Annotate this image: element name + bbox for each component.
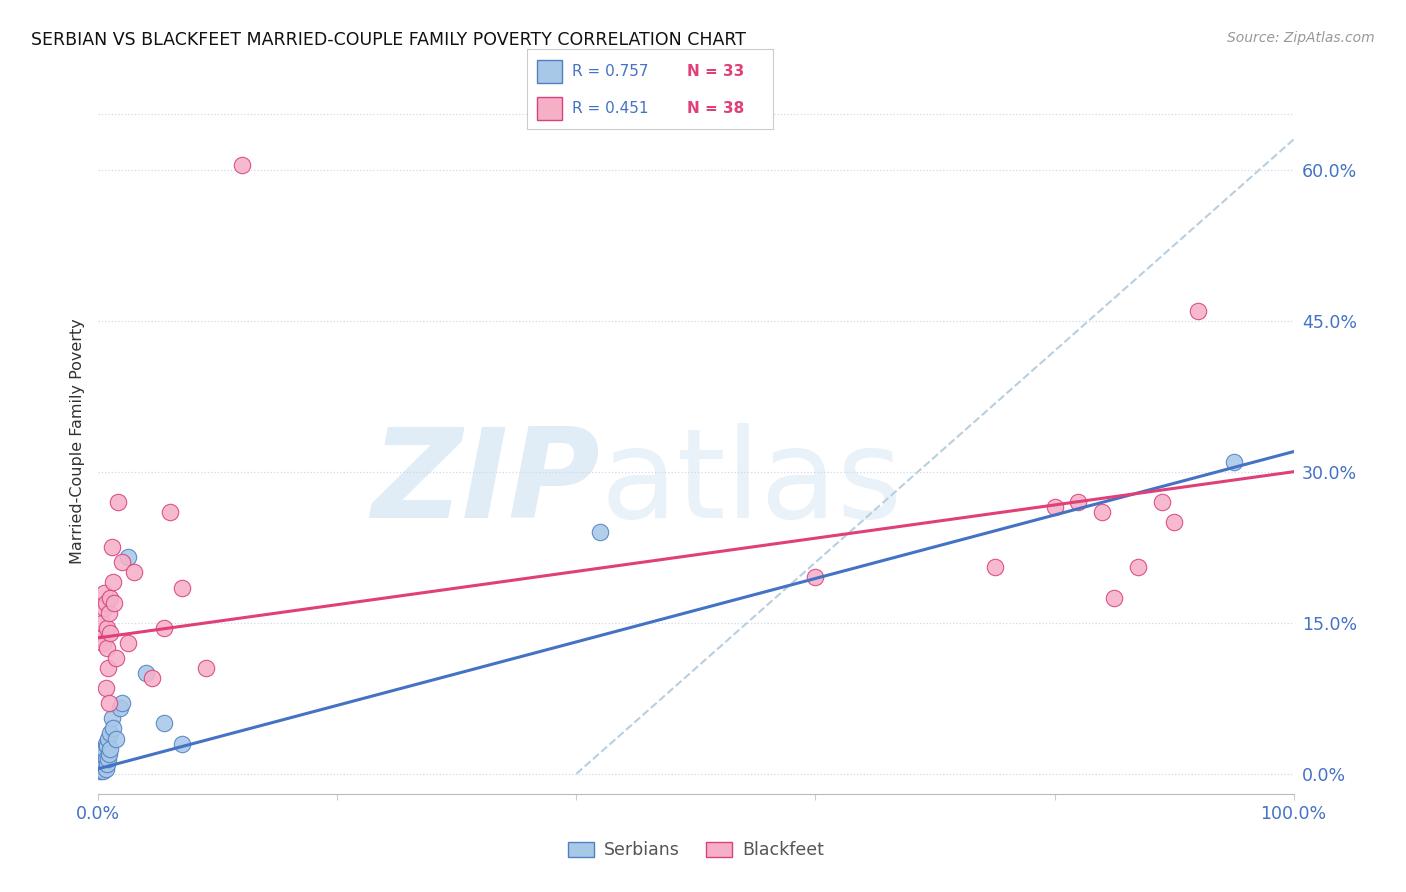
Point [1067,495,1090,509]
Text: R = 0.757: R = 0.757 [571,64,648,79]
Point [1043,500,1066,514]
Point [984,560,1007,574]
Point [96,681,118,696]
Point [117,550,139,565]
Text: N = 33: N = 33 [688,64,744,79]
Point [159,505,181,519]
Point [153,716,176,731]
Point [101,575,124,590]
Text: N = 38: N = 38 [688,101,744,116]
Point [98,591,122,605]
Bar [537,97,562,120]
Point [117,636,139,650]
Point [141,671,163,685]
Legend: Serbians, Blackfeet: Serbians, Blackfeet [561,834,831,866]
Point [105,731,128,746]
Point [153,621,176,635]
Point [98,696,121,710]
Point [101,722,124,736]
Point [1091,505,1114,519]
Point [97,661,120,675]
Point [89,764,111,778]
Point [91,747,114,761]
Text: SERBIAN VS BLACKFEET MARRIED-COUPLE FAMILY POVERTY CORRELATION CHART: SERBIAN VS BLACKFEET MARRIED-COUPLE FAMI… [31,31,747,49]
Point [91,636,114,650]
Point [98,741,122,756]
Bar [537,61,562,83]
Point [124,566,146,580]
Point [589,525,612,540]
Point [111,696,134,710]
Point [97,731,120,746]
Point [103,596,125,610]
Text: R = 0.451: R = 0.451 [571,101,648,116]
Point [1152,495,1174,509]
Point [93,741,115,756]
Point [98,726,122,740]
Point [96,762,118,776]
Point [100,711,122,725]
Point [98,625,122,640]
Point [94,751,117,765]
Point [135,666,157,681]
Point [91,615,114,630]
Text: ZIP: ZIP [371,424,600,544]
Point [90,758,112,772]
Text: Source: ZipAtlas.com: Source: ZipAtlas.com [1227,31,1375,45]
Point [172,581,194,595]
Point [90,631,112,645]
Point [98,747,121,761]
Point [100,540,122,554]
Point [1163,515,1185,529]
Point [97,751,120,765]
Point [94,596,117,610]
Point [804,570,827,584]
Point [90,756,112,771]
Point [96,739,118,753]
Point [96,621,118,635]
Point [195,661,218,675]
Point [91,762,114,776]
Point [111,555,134,569]
Point [96,756,118,771]
Point [108,701,131,715]
Point [91,764,114,778]
Point [96,640,118,655]
Point [1223,455,1246,469]
Point [93,585,115,599]
Point [93,748,115,763]
Point [172,737,194,751]
Point [231,158,253,172]
Point [89,762,111,776]
Point [93,600,115,615]
Point [93,756,115,771]
Text: atlas: atlas [600,424,903,544]
Point [1128,560,1150,574]
Point [105,651,128,665]
Point [94,737,117,751]
Point [91,751,114,765]
Y-axis label: Married-Couple Family Poverty: Married-Couple Family Poverty [69,318,84,565]
Point [1104,591,1126,605]
Point [107,495,129,509]
Point [91,755,114,769]
Point [1187,303,1209,318]
Point [97,606,120,620]
